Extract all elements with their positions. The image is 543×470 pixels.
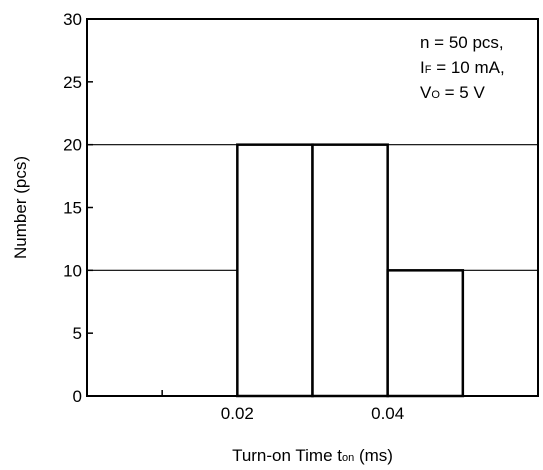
x-axis-title-sub: on xyxy=(342,452,354,464)
y-axis-title: Number (pcs) xyxy=(11,156,30,259)
annotation-line-3-sub: O xyxy=(431,89,440,101)
y-tick-label: 30 xyxy=(63,10,82,29)
y-tick-label: 5 xyxy=(73,324,82,343)
bars xyxy=(236,143,465,398)
y-tick-label: 25 xyxy=(63,73,82,92)
annotation-line-2: IF = 10 mA, xyxy=(420,58,505,77)
annotation-line-3: VO = 5 V xyxy=(420,83,485,102)
y-axis-ticks: 0 5 10 15 20 25 30 xyxy=(63,10,93,406)
x-axis-title: Turn-on Time ton (ms) xyxy=(232,446,393,465)
annotation-line-3-rest: = 5 V xyxy=(440,83,486,102)
y-tick-label: 15 xyxy=(63,199,82,218)
x-axis-ticks: 0.02 0.04 xyxy=(161,390,464,423)
histogram-bar xyxy=(311,143,389,398)
histogram-bar xyxy=(386,269,465,398)
histogram-bar xyxy=(236,143,314,398)
annotation-line-2-sub: F xyxy=(425,64,432,76)
y-tick-label: 0 xyxy=(73,387,82,406)
y-tick-label: 20 xyxy=(63,136,82,155)
x-tick-label: 0.04 xyxy=(371,404,404,423)
annotation-line-3-main: V xyxy=(420,83,432,102)
annotation-line-2-main: I xyxy=(420,58,425,77)
annotation-line-1: n = 50 pcs, xyxy=(420,33,504,52)
x-tick-label: 0.02 xyxy=(221,404,254,423)
x-axis-title-main: Turn-on Time t xyxy=(232,446,342,465)
annotation-line-2-rest: = 10 mA, xyxy=(431,58,504,77)
x-axis-title-unit: (ms) xyxy=(354,446,393,465)
y-tick-label: 10 xyxy=(63,261,82,280)
condition-annotation: n = 50 pcs, IF = 10 mA, VO = 5 V xyxy=(420,33,505,102)
